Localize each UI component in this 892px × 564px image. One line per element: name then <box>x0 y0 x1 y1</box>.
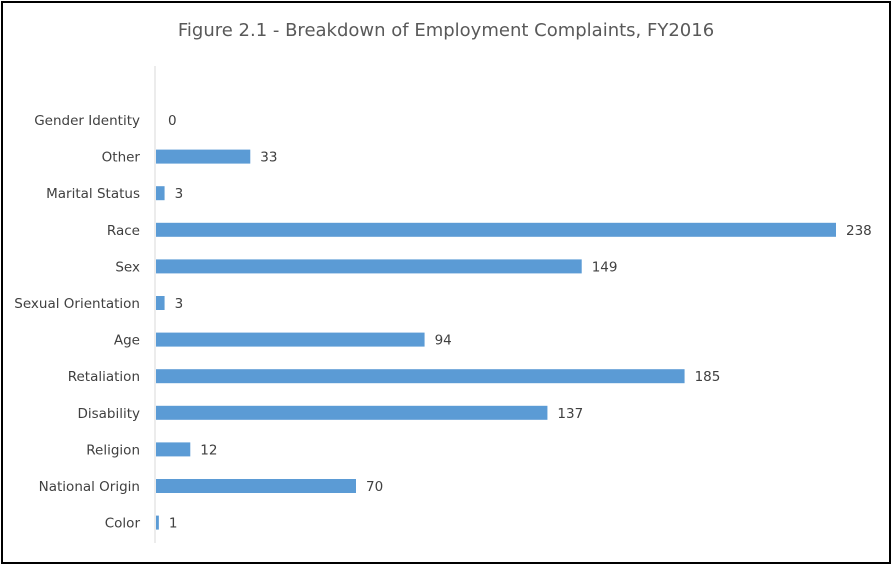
category-label: Religion <box>86 442 140 458</box>
category-label: Disability <box>77 406 140 422</box>
data-label: 94 <box>435 333 452 349</box>
data-label: 3 <box>175 296 184 312</box>
data-label: 1 <box>169 516 178 532</box>
bar <box>156 296 165 310</box>
chart-title: Figure 2.1 - Breakdown of Employment Com… <box>177 20 715 41</box>
category-label: Race <box>107 223 140 239</box>
category-label: Other <box>102 150 141 166</box>
data-label: 238 <box>846 223 872 239</box>
category-label: Color <box>105 516 141 532</box>
data-label: 185 <box>695 369 721 385</box>
category-label: Marital Status <box>46 186 140 202</box>
category-label: Age <box>114 333 140 349</box>
category-label: Gender Identity <box>34 113 140 129</box>
category-label: National Origin <box>39 479 140 495</box>
category-label: Retaliation <box>68 369 140 385</box>
category-label: Sexual Orientation <box>14 296 140 312</box>
bar <box>156 332 425 347</box>
bar <box>156 186 165 201</box>
bar <box>156 479 356 493</box>
data-label: 70 <box>366 479 383 495</box>
bar <box>156 369 685 384</box>
bar <box>156 149 251 164</box>
bar <box>156 405 548 420</box>
data-label: 12 <box>200 442 217 458</box>
bar <box>156 259 582 274</box>
bar <box>156 442 191 457</box>
data-label: 33 <box>260 150 277 166</box>
data-label: 3 <box>175 186 184 202</box>
bar <box>156 222 836 237</box>
category-label: Sex <box>115 259 140 275</box>
data-label: 137 <box>557 406 583 422</box>
bar-chart: Gender Identity 0 Other 33 Marital Status 3 Ra… <box>14 66 872 543</box>
data-label: 0 <box>168 113 177 129</box>
data-label: 149 <box>592 259 618 275</box>
bar <box>156 515 159 530</box>
